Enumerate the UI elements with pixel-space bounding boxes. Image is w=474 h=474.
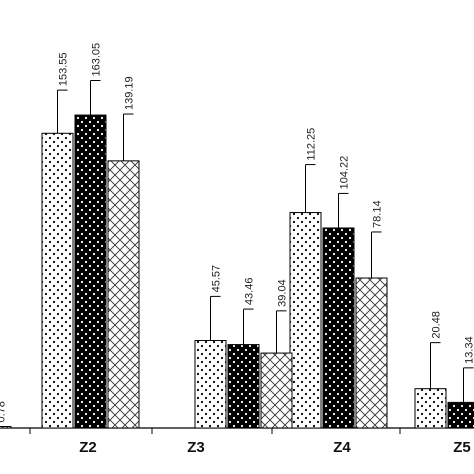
x-tick-label: Z2 [79,439,97,456]
bar [322,227,355,429]
value-label: 13.34 [463,336,474,364]
value-label: 20.48 [430,311,442,339]
bar [0,426,12,429]
bar [74,114,107,429]
bar [41,132,74,429]
value-label: 112.25 [305,128,317,161]
value-label: 139.19 [123,76,135,110]
bar [289,212,322,429]
bar [260,352,293,429]
value-label: 153.55 [57,52,69,86]
bar [227,344,260,429]
bar [194,340,227,429]
bar [107,160,140,429]
value-label: 45.57 [210,265,222,293]
value-label: 39.04 [276,279,288,307]
value-label: 43.46 [243,278,255,306]
x-tick-label: Z5 [453,439,471,456]
value-label: 104.22 [338,156,350,190]
bar [414,388,447,429]
value-label: 0.78 [0,401,7,422]
x-tick-label: Z3 [187,439,205,456]
bar [447,401,474,429]
x-tick-label: Z4 [333,439,351,456]
bar [355,277,388,429]
value-label: 163.05 [90,43,102,77]
value-label: 78.14 [371,200,383,228]
